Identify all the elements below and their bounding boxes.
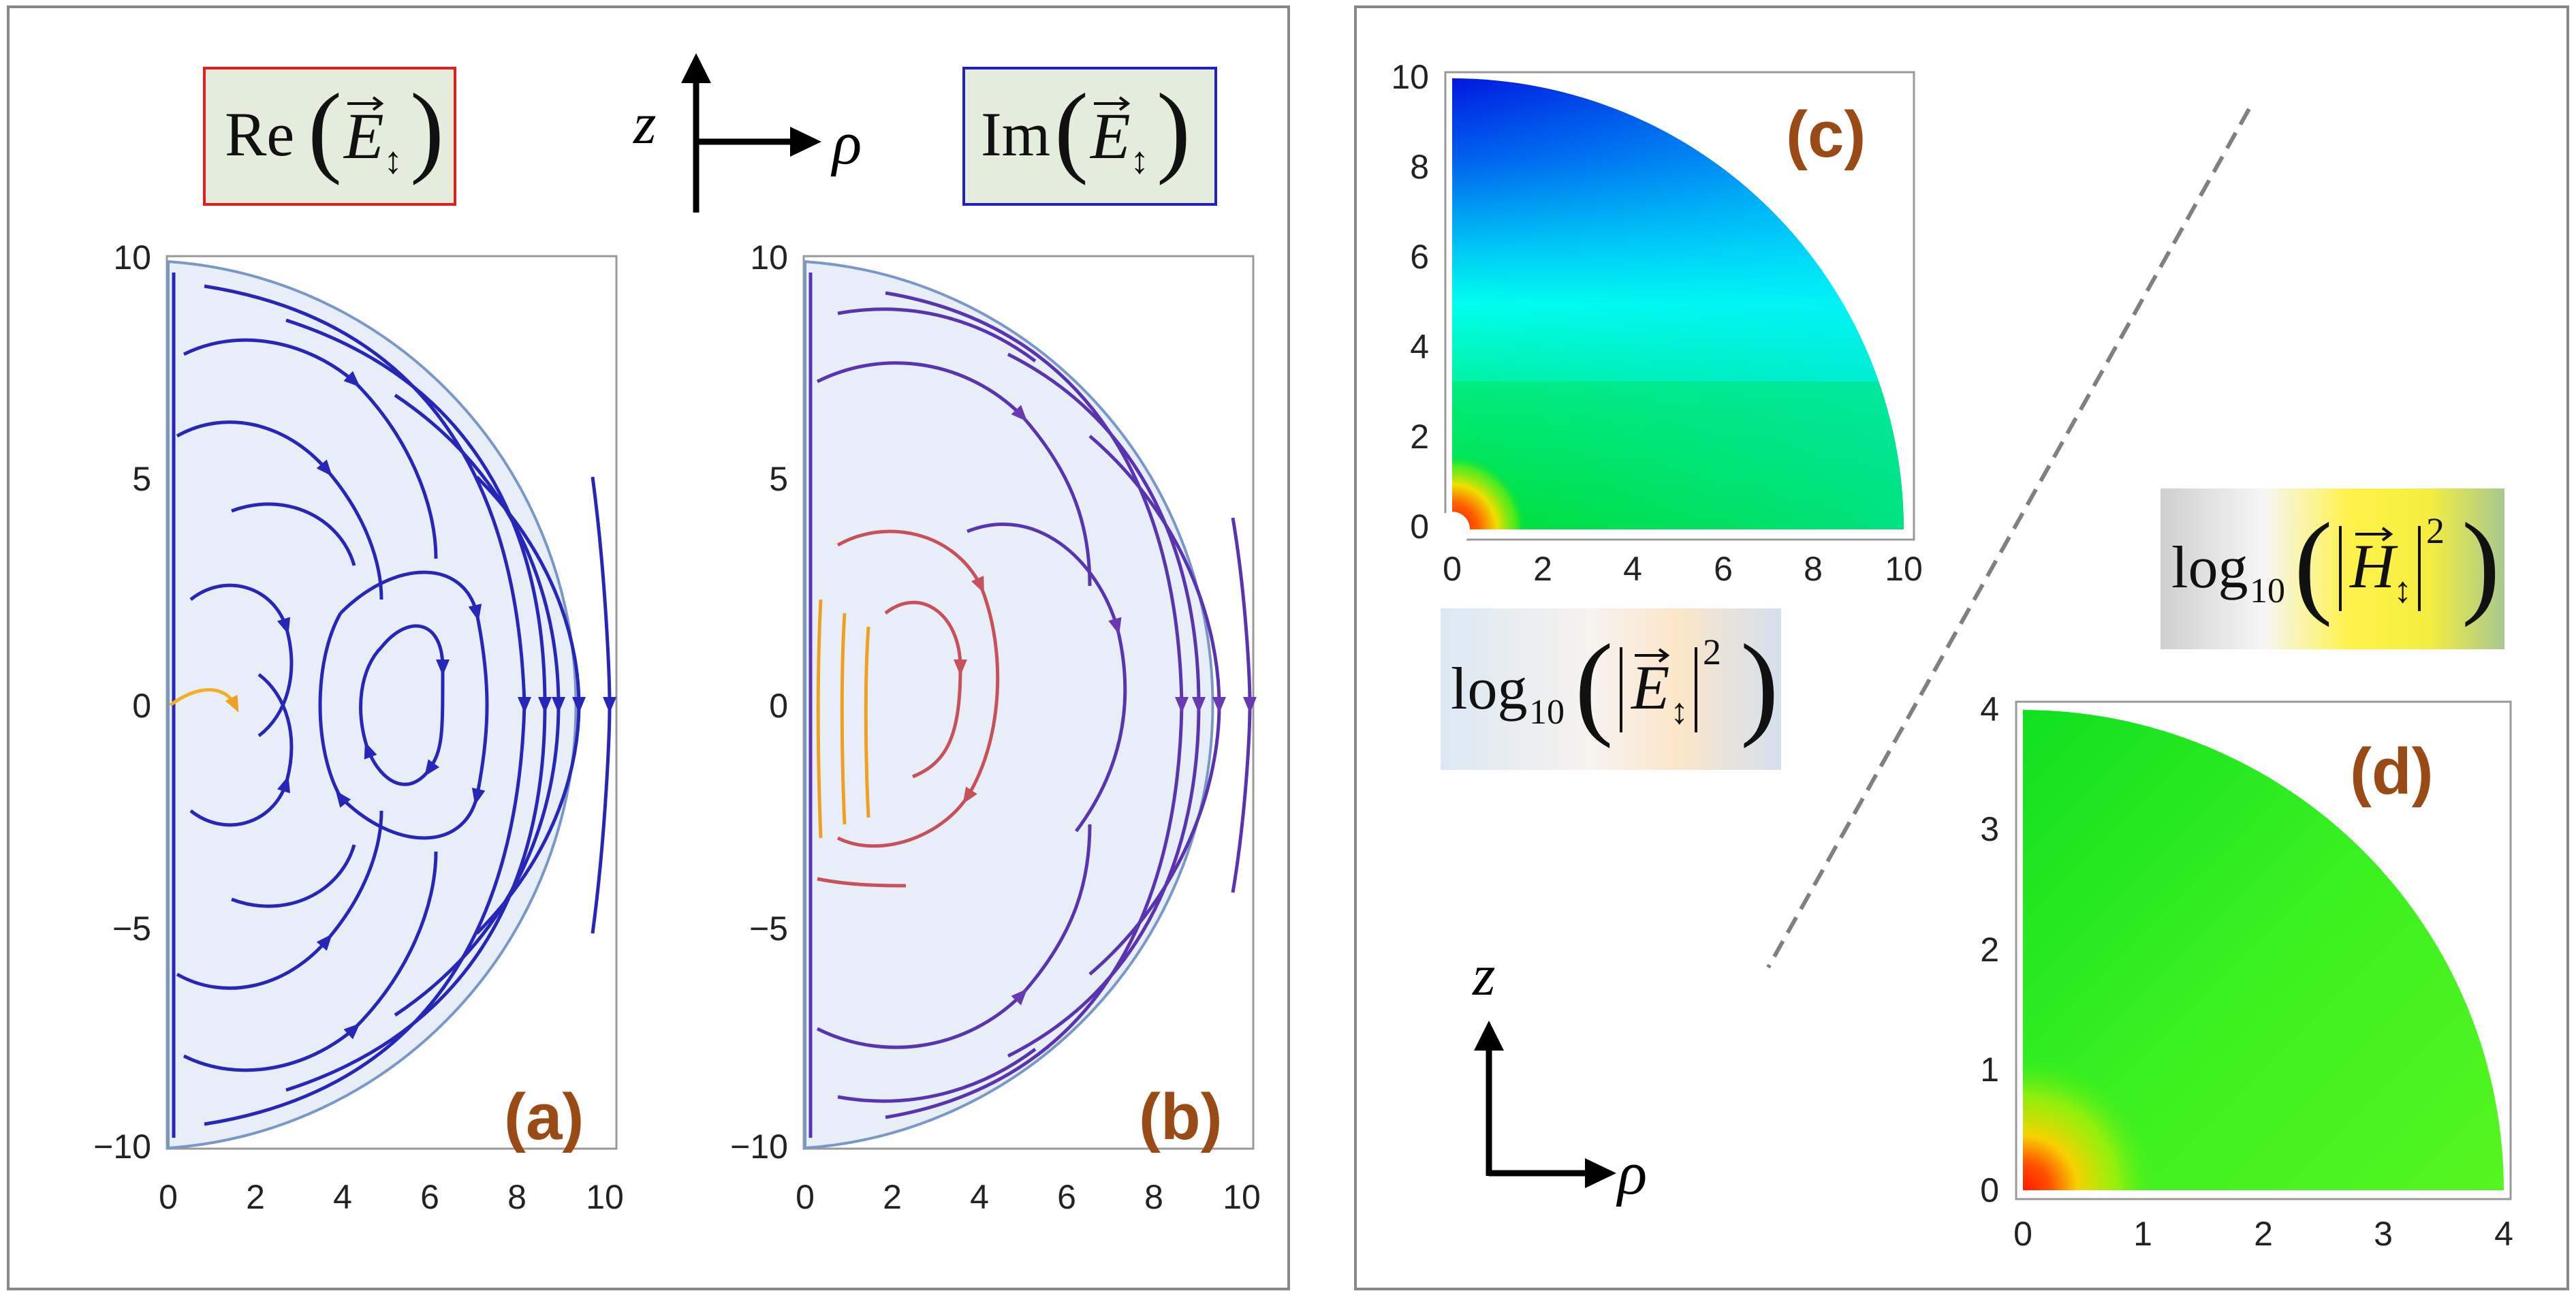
svg-text:1: 1 <box>1980 1051 1999 1089</box>
svg-text:−5: −5 <box>749 910 788 948</box>
svg-text:6: 6 <box>1410 238 1429 276</box>
plot-a-label: (a) <box>504 1081 584 1153</box>
svg-text:0: 0 <box>1980 1171 1999 1209</box>
plot-d-y-ticks: 4 3 2 1 0 <box>1980 690 1999 1209</box>
axis-rho-label-bottom: ρ <box>1616 1140 1647 1207</box>
legend-re-prefix: Re <box>225 99 294 169</box>
plot-c-y-ticks: 10 8 6 4 2 0 <box>1391 58 1429 546</box>
legend-log-h: log 10 ( H ↕ 2 ) <box>2161 488 2504 649</box>
legend-e-sub: 10 <box>1529 693 1565 732</box>
svg-text:8: 8 <box>1410 148 1429 186</box>
svg-text:10: 10 <box>586 1178 624 1216</box>
legend-e-symbol: E <box>1630 653 1669 722</box>
svg-text:4: 4 <box>2494 1215 2513 1253</box>
plot-b-label: (b) <box>1139 1081 1223 1153</box>
legend-e-power: 2 <box>1703 632 1721 672</box>
plot-b-y-ticks: 10 5 0 −5 −10 <box>730 238 788 1166</box>
svg-text:−5: −5 <box>112 910 151 948</box>
svg-text:10: 10 <box>750 238 788 277</box>
svg-text:(: ( <box>308 73 342 186</box>
legend-re-subscript: ↕ <box>383 140 403 182</box>
legend-im-prefix: Im <box>981 99 1050 169</box>
svg-text:2: 2 <box>883 1178 902 1216</box>
svg-text:4: 4 <box>970 1178 989 1216</box>
svg-text:8: 8 <box>1804 550 1823 588</box>
svg-text:4: 4 <box>333 1178 352 1216</box>
svg-text:(: ( <box>1575 621 1614 749</box>
svg-text:10: 10 <box>113 238 151 277</box>
legend-re-symbol: E <box>343 99 384 172</box>
legend-h-symbol: H <box>2349 531 2398 601</box>
svg-text:): ) <box>1157 73 1191 186</box>
svg-text:4: 4 <box>1410 328 1429 366</box>
plot-a-region <box>167 260 578 1150</box>
right-panel-frame <box>1354 5 2569 1290</box>
svg-text:): ) <box>2462 499 2500 627</box>
svg-text:6: 6 <box>420 1178 439 1216</box>
axis-indicator-top: z ρ <box>633 53 862 213</box>
svg-text:0: 0 <box>2013 1215 2032 1253</box>
axis-rho-label-top: ρ <box>830 110 862 177</box>
plot-c: 10 8 6 4 2 0 0 2 4 6 8 10 (c) <box>1391 58 1923 588</box>
axis-indicator-bottom: z ρ <box>1472 942 1647 1207</box>
legend-im-symbol: E <box>1089 99 1131 172</box>
svg-text:2: 2 <box>1980 931 1999 969</box>
svg-text:0: 0 <box>159 1178 178 1216</box>
legend-e-subscript: ↕ <box>1670 691 1688 732</box>
svg-text:0: 0 <box>132 687 151 725</box>
svg-text:(: ( <box>1054 73 1088 186</box>
plot-d-x-ticks: 0 1 2 3 4 <box>2013 1215 2513 1253</box>
svg-text:(: ( <box>2294 499 2333 627</box>
plot-c-label: (c) <box>1786 98 1866 171</box>
svg-text:5: 5 <box>132 460 151 498</box>
plot-a: 10 5 0 −5 −10 0 2 4 6 8 10 (a) <box>93 238 624 1216</box>
plot-d-label: (d) <box>2350 735 2434 808</box>
svg-text:0: 0 <box>1443 550 1462 588</box>
svg-text:1: 1 <box>2133 1215 2152 1253</box>
plot-b-x-ticks: 0 2 4 6 8 10 <box>796 1178 1261 1216</box>
plot-a-x-ticks: 0 2 4 6 8 10 <box>159 1178 624 1216</box>
svg-text:2: 2 <box>246 1178 265 1216</box>
plot-a-y-ticks: 10 5 0 −5 −10 <box>93 238 151 1166</box>
svg-text:3: 3 <box>2374 1215 2393 1253</box>
svg-text:6: 6 <box>1057 1178 1076 1216</box>
legend-h-sub: 10 <box>2250 572 2285 610</box>
svg-text:0: 0 <box>1410 508 1429 546</box>
legend-im: Im ( E ↕ ) <box>962 67 1217 206</box>
svg-text:4: 4 <box>1623 550 1642 588</box>
svg-text:5: 5 <box>769 460 788 498</box>
svg-text:): ) <box>1740 621 1779 749</box>
svg-text:10: 10 <box>1885 550 1923 588</box>
axis-z-label-bottom: z <box>1472 942 1495 1008</box>
svg-text:2: 2 <box>1410 418 1429 456</box>
legend-h-subscript: ↕ <box>2393 570 2412 610</box>
svg-text:6: 6 <box>1714 550 1733 588</box>
svg-text:): ) <box>410 73 444 186</box>
svg-text:0: 0 <box>796 1178 815 1216</box>
legend-im-subscript: ↕ <box>1130 140 1149 182</box>
legend-e-prefix: log <box>1451 656 1527 722</box>
svg-text:0: 0 <box>769 687 788 725</box>
plot-c-x-ticks: 0 2 4 6 8 10 <box>1443 550 1923 588</box>
svg-text:2: 2 <box>2254 1215 2273 1253</box>
legend-re: Re ( E ↕ ) <box>203 67 456 206</box>
svg-text:8: 8 <box>1144 1178 1163 1216</box>
svg-text:2: 2 <box>1533 550 1552 588</box>
axis-z-label-top: z <box>633 91 656 156</box>
dashed-separator <box>1766 108 2251 969</box>
svg-text:8: 8 <box>507 1178 527 1216</box>
svg-text:10: 10 <box>1223 1178 1261 1216</box>
left-panel-frame <box>7 5 1290 1290</box>
legend-h-power: 2 <box>2426 510 2445 551</box>
svg-text:−10: −10 <box>730 1128 788 1166</box>
plot-b: 10 5 0 −5 −10 0 2 4 6 8 10 (b) <box>730 238 1261 1216</box>
legend-h-prefix: log <box>2171 535 2248 601</box>
svg-text:4: 4 <box>1980 690 1999 728</box>
plot-d: 4 3 2 1 0 0 1 2 3 4 (d) <box>1980 690 2513 1253</box>
svg-text:−10: −10 <box>93 1128 151 1166</box>
svg-text:3: 3 <box>1980 810 1999 848</box>
svg-text:10: 10 <box>1391 58 1429 96</box>
legend-log-e: log 10 ( E ↕ 2 ) <box>1441 608 1781 770</box>
